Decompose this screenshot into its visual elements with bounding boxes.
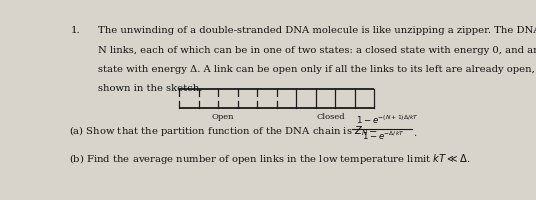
Text: .: . xyxy=(413,129,416,138)
Text: $1-e^{-\Delta/kT}$: $1-e^{-\Delta/kT}$ xyxy=(362,129,405,142)
Text: Open: Open xyxy=(212,113,234,121)
Text: Closed: Closed xyxy=(316,113,345,121)
Text: The unwinding of a double-stranded DNA molecule is like unzipping a zipper. The : The unwinding of a double-stranded DNA m… xyxy=(98,26,536,35)
Text: (a) Show that the partition function of the DNA chain is $Z_N = $: (a) Show that the partition function of … xyxy=(69,124,378,138)
Text: $1-e^{-(N+1)\Delta/kT}$: $1-e^{-(N+1)\Delta/kT}$ xyxy=(356,114,419,126)
Text: shown in the sketch.: shown in the sketch. xyxy=(98,84,203,93)
Text: 1.: 1. xyxy=(71,26,81,35)
Text: state with energy Δ. A link can be open only if all the links to its left are al: state with energy Δ. A link can be open … xyxy=(98,65,536,74)
Text: (b) Find the average number of open links in the low temperature limit $kT \ll \: (b) Find the average number of open link… xyxy=(69,152,471,166)
Text: N links, each of which can be in one of two states: a closed state with energy 0: N links, each of which can be in one of … xyxy=(98,46,536,55)
